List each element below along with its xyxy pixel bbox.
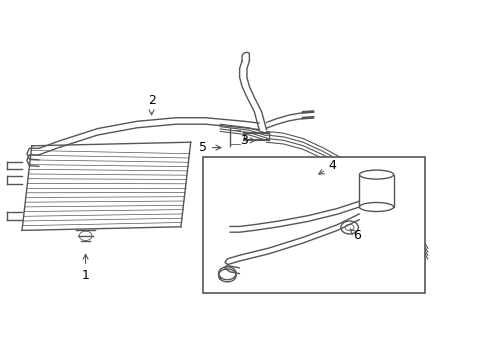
Text: 3: 3: [240, 134, 255, 147]
Text: 1: 1: [81, 254, 89, 282]
Bar: [359, 175, 393, 207]
Bar: [203, 157, 425, 293]
Ellipse shape: [359, 202, 393, 211]
Text: 5: 5: [199, 141, 221, 154]
Text: 2: 2: [147, 94, 155, 115]
Text: 4: 4: [318, 159, 336, 174]
Text: 6: 6: [349, 229, 360, 242]
Ellipse shape: [359, 170, 393, 179]
